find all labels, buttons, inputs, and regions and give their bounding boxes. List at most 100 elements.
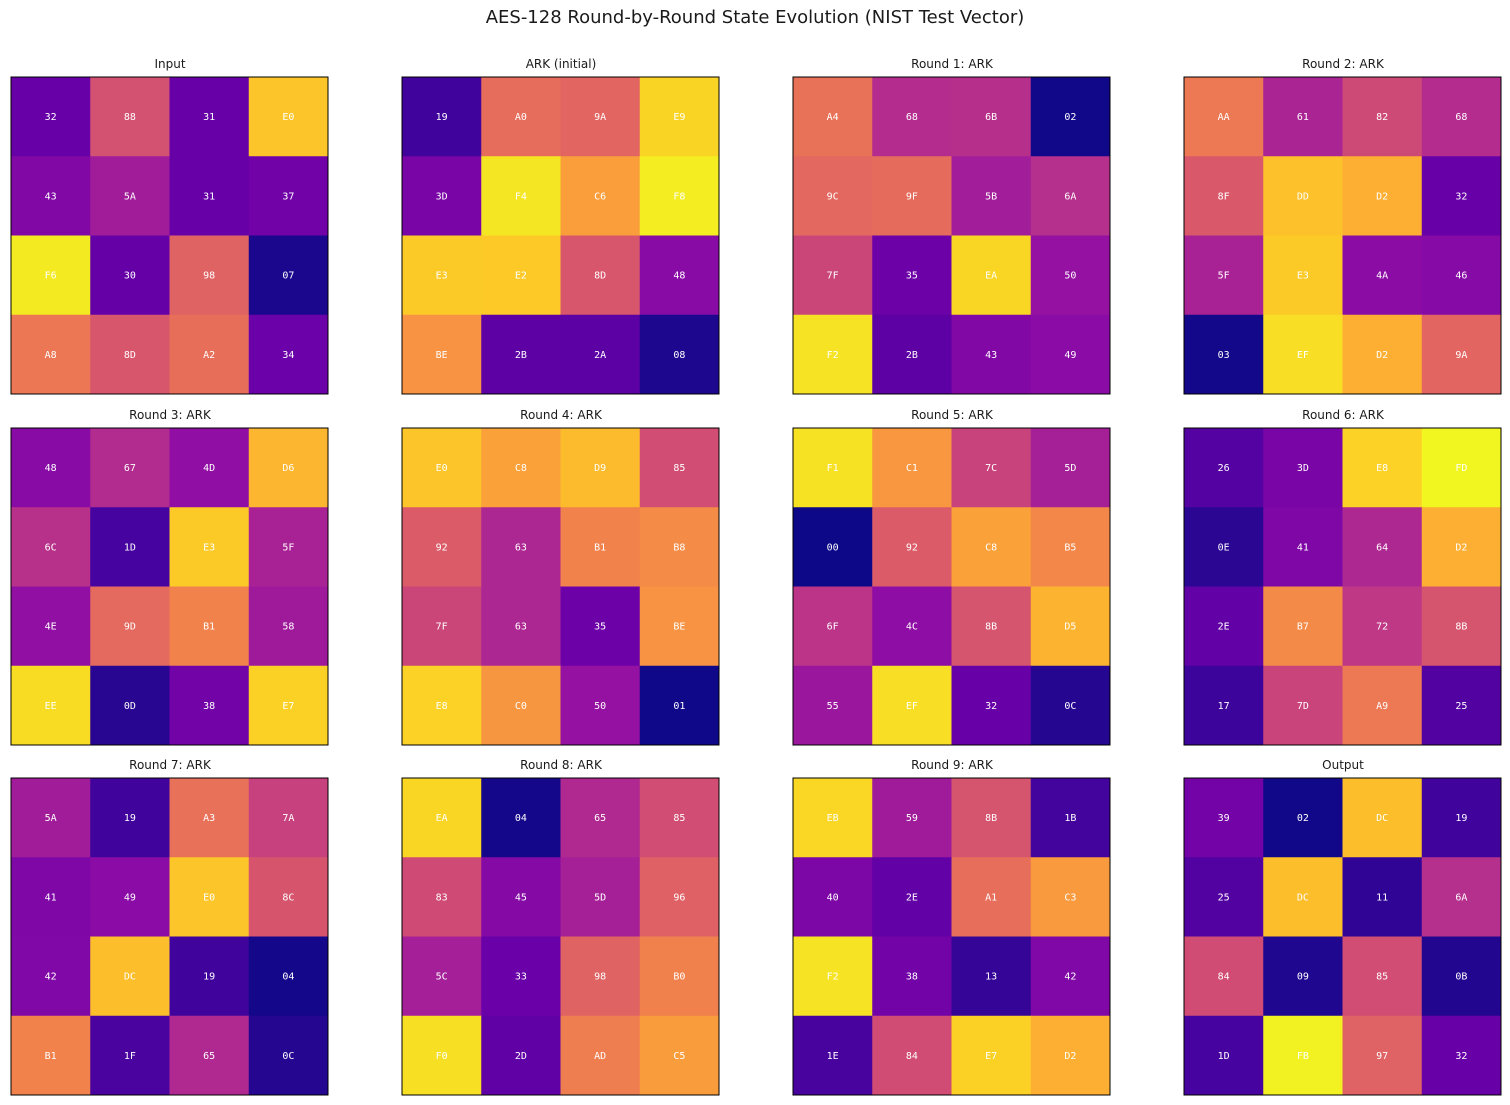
- cell-label: D2: [1376, 350, 1388, 361]
- heatmap-cell: [1342, 235, 1423, 316]
- heatmap-cell: [1263, 936, 1343, 1017]
- heatmap-cell: [1184, 77, 1264, 157]
- cell-label: 31: [203, 112, 215, 123]
- cell-label: 46: [1455, 271, 1467, 282]
- cell-label: 98: [594, 972, 606, 983]
- cell-label: A8: [45, 350, 57, 361]
- heatmap-cell: [481, 778, 561, 858]
- cell-label: 96: [673, 892, 685, 903]
- heatmap-cell: [793, 235, 873, 316]
- cell-label: F6: [45, 271, 57, 282]
- cell-label: A2: [203, 350, 215, 361]
- heatmap-cell: [90, 857, 170, 937]
- heatmap-cell: [951, 77, 1032, 157]
- heatmap-cell: [402, 778, 482, 858]
- cell-label: 8D: [124, 350, 136, 361]
- heatmap-cell: [1342, 586, 1423, 667]
- heatmap-cell: [169, 778, 250, 858]
- cell-label: B5: [1064, 542, 1076, 553]
- heatmap-cell: [872, 77, 952, 157]
- heatmap-cell: [1184, 1015, 1264, 1096]
- cell-label: 2D: [515, 1051, 527, 1062]
- panel-title: Round 2: ARK: [1302, 57, 1384, 71]
- cell-label: 59: [906, 813, 918, 824]
- cell-label: 7C: [985, 463, 997, 474]
- cell-label: A3: [203, 813, 215, 824]
- heatmap-cell: [169, 507, 250, 587]
- cell-label: 2A: [594, 350, 606, 361]
- heatmap-cell: [951, 778, 1032, 858]
- cell-label: 8D: [594, 271, 606, 282]
- heatmap-cell: [1030, 857, 1111, 937]
- heatmap-cell: [1421, 665, 1502, 746]
- cell-label: 7F: [827, 271, 839, 282]
- cell-label: F1: [827, 463, 839, 474]
- heatmap-cell: [248, 936, 329, 1017]
- heatmap-cell: [169, 156, 250, 236]
- cell-label: 09: [1297, 972, 1309, 983]
- cell-label: 4D: [203, 463, 215, 474]
- cell-label: 19: [203, 972, 215, 983]
- cell-label: 2B: [515, 350, 527, 361]
- cell-label: E8: [1376, 463, 1388, 474]
- cell-label: 4E: [45, 622, 57, 633]
- cell-label: 0D: [124, 701, 136, 712]
- panel-frame: [792, 777, 1111, 1096]
- heatmap-cell: [1184, 156, 1264, 236]
- heatmap-cell: [560, 507, 641, 587]
- cell-label: 39: [1218, 813, 1230, 824]
- heatmap-cell: [793, 428, 873, 508]
- cell-label: 88: [124, 112, 136, 123]
- heatmap-cell: [1263, 778, 1343, 858]
- cell-label: D2: [1376, 191, 1388, 202]
- cell-label: 8B: [985, 622, 997, 633]
- cell-label: EE: [45, 701, 57, 712]
- heatmap-cell: [639, 778, 720, 858]
- heatmap-panel: A4 68 6B 02 9C 9F 5B 6A 7F 35 EA 50 F2 2B 43 49: [792, 76, 1111, 395]
- cell-label: D5: [1064, 622, 1076, 633]
- cell-label: 41: [1297, 542, 1309, 553]
- heatmap-cell: [1184, 586, 1264, 667]
- cell-label: E8: [436, 701, 448, 712]
- panel-frame: [10, 76, 329, 395]
- heatmap-panel: F1 C1 7C 5D 00 92 C8 B5 6F 4C 8B D5 55 EF 32 0C: [792, 427, 1111, 746]
- panel-title: Round 4: ARK: [520, 408, 602, 422]
- heatmap-cell: [560, 936, 641, 1017]
- cell-label: 84: [1218, 972, 1230, 983]
- heatmap-cell: [1342, 314, 1423, 395]
- heatmap-cell: [793, 857, 873, 937]
- heatmap-cell: [169, 77, 250, 157]
- heatmap-cell: [1263, 586, 1343, 667]
- cell-label: 5D: [1064, 463, 1076, 474]
- heatmap-cell: [1263, 77, 1343, 157]
- cell-label: 85: [1376, 972, 1388, 983]
- cell-label: 38: [203, 701, 215, 712]
- heatmap-cell: [1263, 314, 1343, 395]
- cell-label: AA: [1218, 112, 1230, 123]
- heatmap-cell: [951, 507, 1032, 587]
- heatmap-cell: [1030, 77, 1111, 157]
- cell-label: 49: [124, 892, 136, 903]
- cell-label: 42: [45, 972, 57, 983]
- heatmap-cell: [481, 428, 561, 508]
- heatmap-cell: [560, 1015, 641, 1096]
- heatmap-cell: [639, 156, 720, 236]
- cell-label: 41: [45, 892, 57, 903]
- panel-frame: [792, 76, 1111, 395]
- heatmap-cell: [11, 156, 91, 236]
- panel-title: ARK (initial): [525, 57, 597, 71]
- heatmap-cell: [169, 936, 250, 1017]
- cell-label: F8: [673, 191, 685, 202]
- heatmap-cell: [951, 857, 1032, 937]
- heatmap-cell: [793, 936, 873, 1017]
- heatmap-cell: [951, 936, 1032, 1017]
- cell-label: F0: [436, 1051, 448, 1062]
- heatmap-cell: [872, 1015, 952, 1096]
- heatmap-panel: E0 C8 D9 85 92 63 B1 B8 7F 63 35 BE E8 C0 50 01: [401, 427, 720, 746]
- cell-label: 67: [124, 463, 136, 474]
- cell-label: C3: [1064, 892, 1076, 903]
- heatmap-cell: [951, 586, 1032, 667]
- cell-label: 01: [673, 701, 685, 712]
- heatmap-cell: [248, 235, 329, 316]
- heatmap-cell: [402, 586, 482, 667]
